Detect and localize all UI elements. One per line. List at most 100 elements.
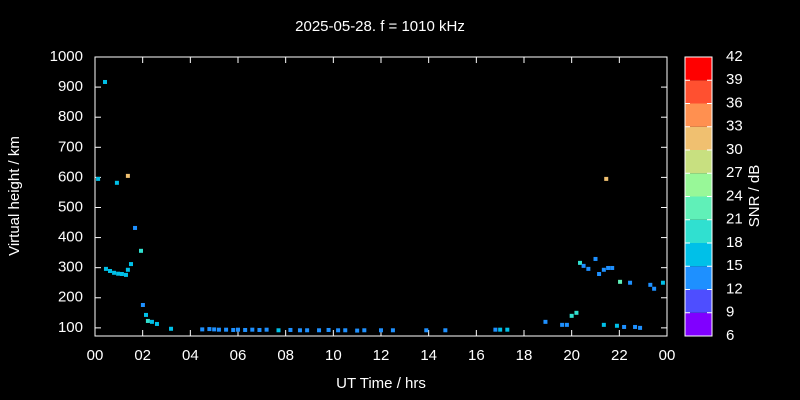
y-tick-label: 100 <box>58 319 83 336</box>
colorbar-tick-label: 18 <box>726 234 743 251</box>
colorbar-tick-label: 30 <box>726 141 743 158</box>
data-point <box>297 328 302 333</box>
x-tick-label: 04 <box>182 347 199 364</box>
data-point <box>212 327 217 332</box>
x-tick-label: 22 <box>611 347 628 364</box>
data-point <box>628 280 633 285</box>
y-tick-label: 200 <box>58 289 83 306</box>
data-point <box>633 324 638 329</box>
data-point <box>614 323 619 328</box>
data-point <box>236 327 240 332</box>
colorbar-band <box>685 150 712 174</box>
data-point <box>128 262 133 267</box>
data-point <box>200 327 205 332</box>
data-point <box>601 267 606 272</box>
data-point <box>638 325 643 330</box>
y-axis-label: Virtual height / km <box>6 136 23 256</box>
data-point <box>264 327 269 332</box>
data-point <box>133 225 138 230</box>
data-point <box>149 319 154 324</box>
x-tick-label: 16 <box>468 347 485 364</box>
colorbar-tick-label: 21 <box>726 211 743 228</box>
x-tick-label: 18 <box>516 347 533 364</box>
colorbar-tick-label: 27 <box>726 164 743 181</box>
data-point <box>564 322 569 327</box>
data-point <box>652 286 657 291</box>
x-tick-label: 06 <box>230 347 247 364</box>
data-point <box>660 280 665 285</box>
y-tick-label: 1000 <box>50 48 83 65</box>
plot-frame <box>94 56 668 337</box>
colorbar-band <box>685 266 712 290</box>
x-tick-label: 12 <box>373 347 390 364</box>
x-tick-label: 00 <box>659 347 676 364</box>
data-point <box>140 303 145 307</box>
data-point <box>593 256 598 261</box>
data-point <box>288 327 293 332</box>
colorbar-band <box>685 289 712 313</box>
colorbar-tick-label: 12 <box>726 280 743 297</box>
data-point <box>123 272 128 277</box>
x-axis-label: UT Time / hrs <box>336 375 426 392</box>
colorbar-tick-label: 6 <box>726 327 734 344</box>
data-point <box>207 327 212 332</box>
y-tick-label: 800 <box>58 108 83 125</box>
data-point <box>250 327 255 332</box>
y-tick-label: 400 <box>58 229 83 246</box>
y-tick-label: 600 <box>58 168 83 185</box>
data-point <box>326 327 331 332</box>
data-point <box>390 328 395 333</box>
x-tick-label: 20 <box>563 347 580 364</box>
data-point <box>362 328 367 333</box>
data-point <box>108 268 113 273</box>
data-point <box>618 279 623 284</box>
x-tick-label: 08 <box>277 347 294 364</box>
data-point <box>231 327 236 332</box>
data-point <box>498 327 503 332</box>
data-point <box>610 265 615 270</box>
data-point <box>543 319 548 324</box>
x-tick-label: 02 <box>134 347 151 364</box>
colorbar-band <box>685 57 712 81</box>
colorbar-band <box>685 219 712 243</box>
data-point <box>138 248 143 253</box>
colorbar-band <box>685 173 712 197</box>
x-tick-label: 14 <box>420 347 437 364</box>
data-point <box>443 328 448 333</box>
data-point <box>574 310 579 315</box>
colorbar-tick-label: 15 <box>726 257 743 274</box>
data-point <box>145 318 150 323</box>
x-tick-label: 00 <box>87 347 104 364</box>
data-point <box>305 328 310 333</box>
data-point <box>103 266 108 271</box>
data-point <box>505 327 510 332</box>
data-point <box>648 282 653 287</box>
data-point <box>578 260 583 265</box>
data-point <box>169 326 174 331</box>
x-tick-label: 10 <box>325 347 342 364</box>
data-point <box>424 328 429 333</box>
data-point <box>606 265 611 270</box>
data-point <box>216 327 221 332</box>
colorbar-band <box>685 196 712 220</box>
data-point <box>622 324 627 329</box>
data-point <box>493 327 498 332</box>
y-tick-label: 300 <box>58 259 83 276</box>
data-point <box>114 180 119 185</box>
colorbar-label: SNR / dB <box>746 165 763 228</box>
data-point <box>243 327 248 332</box>
data-point <box>355 328 360 333</box>
colorbar-tick-label: 42 <box>726 48 743 65</box>
y-tick-label: 700 <box>58 138 83 155</box>
chart-title: 2025-05-28. f = 1010 kHz <box>295 18 465 35</box>
colorbar-band <box>685 103 712 127</box>
data-point <box>601 322 606 327</box>
data-point <box>103 79 108 84</box>
data-point <box>336 328 341 333</box>
data-point <box>224 327 229 332</box>
colorbar-tick-label: 9 <box>726 304 734 321</box>
data-point <box>586 266 591 271</box>
colorbar-tick-label: 36 <box>726 94 743 111</box>
colorbar-band <box>685 126 712 150</box>
